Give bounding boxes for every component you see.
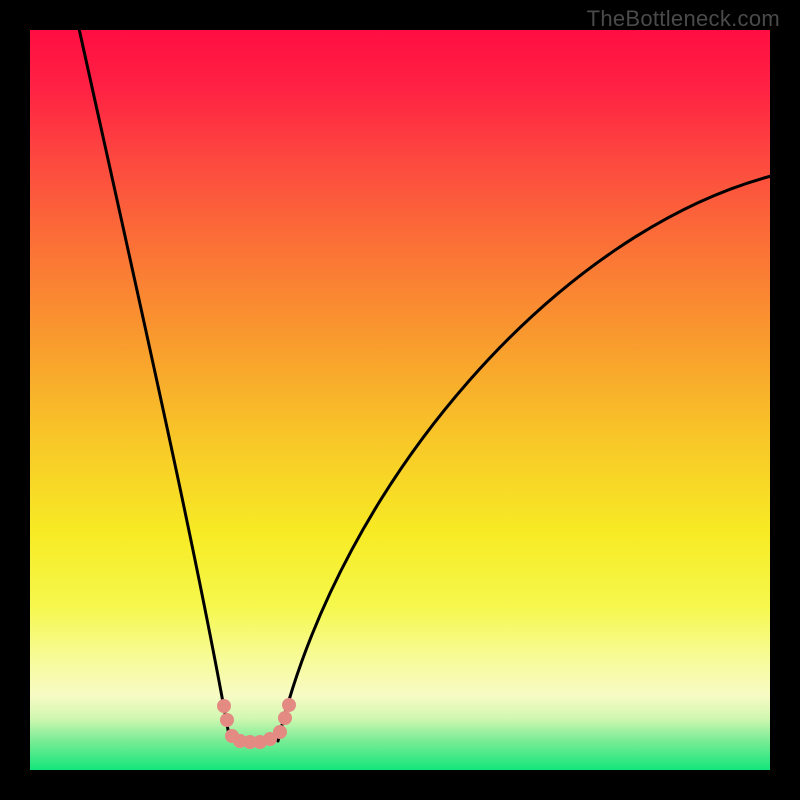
series-point <box>220 713 234 727</box>
chart-container <box>0 0 800 800</box>
series-point <box>282 698 296 712</box>
plot-background <box>30 30 770 770</box>
watermark-text: TheBottleneck.com <box>587 6 780 32</box>
series-point <box>278 711 292 725</box>
series-point <box>273 725 287 739</box>
series-point <box>217 699 231 713</box>
chart-svg <box>0 0 800 800</box>
